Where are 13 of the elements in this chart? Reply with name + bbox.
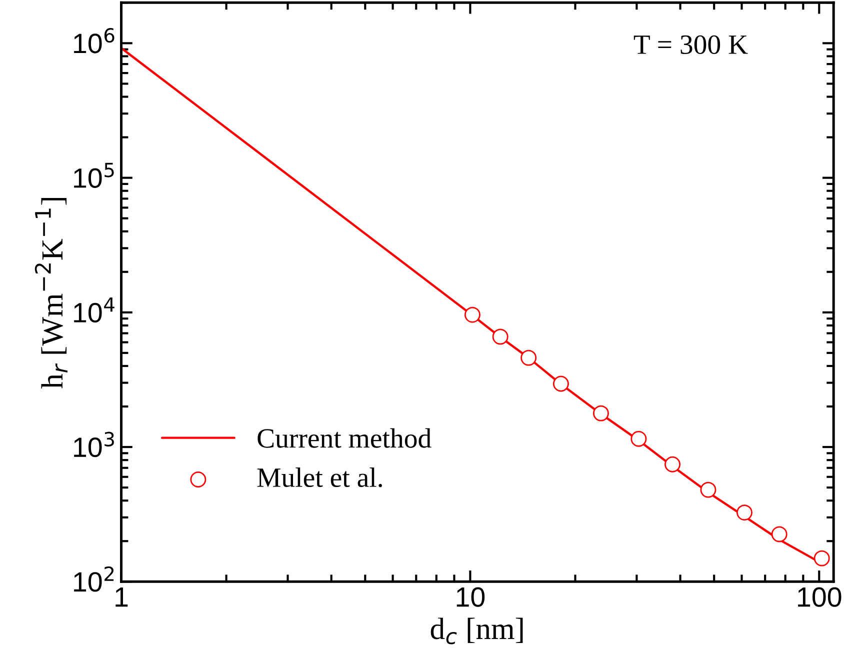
x-tick-label: 100 xyxy=(798,587,842,607)
y-tick-label: 10$^{2}$ xyxy=(74,566,114,592)
x-axis-title: d$_{c}$ [nm] xyxy=(430,618,523,644)
annotation: T = 300 K xyxy=(634,35,748,54)
y-axis-title: h$_{r}$ [Wm$^{−2}$K$^{−1}$] xyxy=(34,198,68,389)
legend-label: Mulet et al. xyxy=(257,468,382,488)
legend-label: Current method xyxy=(258,428,432,448)
y-tick-label: 10$^{3}$ xyxy=(74,432,114,458)
y-tick-label: 10$^{6}$ xyxy=(74,28,114,54)
y-tick-label: 10$^{4}$ xyxy=(74,297,114,323)
y-tick-label: 10$^{5}$ xyxy=(74,162,114,188)
x-tick-label: 10 xyxy=(456,587,485,607)
x-tick-label: 1 xyxy=(116,588,128,607)
